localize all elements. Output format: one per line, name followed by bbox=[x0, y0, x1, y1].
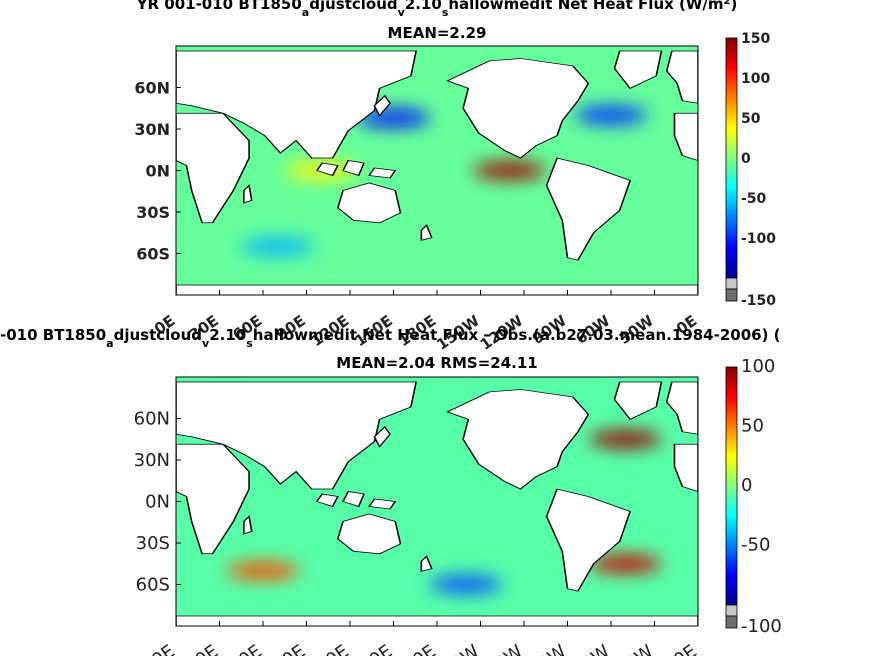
chart1-feature-4 bbox=[356, 109, 431, 127]
chart2-feature-2 bbox=[588, 555, 663, 573]
chart1-lat-label: 30N bbox=[134, 120, 170, 139]
chart1-lat-label: 0N bbox=[145, 162, 170, 181]
chart1-colorbar bbox=[725, 37, 738, 279]
chart2-lon-label: 150E bbox=[347, 641, 397, 656]
chart2-colorbar bbox=[725, 366, 738, 606]
chart1-feature-0 bbox=[472, 161, 547, 180]
chart1-colorbar-label: 150 bbox=[741, 31, 770, 47]
chart1-colorbar-label: 0 bbox=[741, 151, 751, 167]
chart2-lon-label: 0E bbox=[148, 641, 179, 656]
chart2-lon-label: 150W bbox=[429, 641, 484, 656]
chart2-lon-label: 90E bbox=[269, 641, 309, 656]
chart1-colorbar-label: -150 bbox=[741, 293, 776, 309]
chart2-lon-label: 180E bbox=[390, 641, 440, 656]
chart2-lat-label: 0N bbox=[145, 492, 170, 513]
chart1-map bbox=[176, 46, 698, 295]
chart1-colorbar-label: 50 bbox=[741, 111, 761, 127]
chart2-lat-ticks: 60N 30N 0N 30S 60S bbox=[134, 409, 181, 596]
chart1-lat-ticks: 60N 30N 0N 30S 60S bbox=[134, 79, 181, 264]
chart2-colorbar-label: 100 bbox=[741, 356, 775, 377]
chart2-colorbar-label: 0 bbox=[741, 475, 752, 496]
chart2-colorbar-under bbox=[725, 604, 738, 617]
chart2-colorbar-label: 50 bbox=[741, 416, 764, 437]
chart2-lat-label: 60S bbox=[136, 575, 170, 596]
chart2-colorbar-ticks: 100 50 0 -50 -100 bbox=[741, 356, 782, 637]
chart1-title: YR 001-010 BT1850adjustcloudv2.10shallow… bbox=[136, 0, 738, 19]
chart2-lon-label: 60E bbox=[226, 641, 266, 656]
chart1-colorbar-label: -100 bbox=[741, 231, 776, 247]
chart1-lat-label: 60S bbox=[136, 245, 170, 264]
chart1-subtitle: MEAN=2.29 bbox=[388, 24, 487, 42]
chart1-lat-label: 30S bbox=[136, 203, 170, 222]
chart2-lat-label: 30N bbox=[134, 450, 170, 471]
chart1-feature-3 bbox=[574, 106, 648, 124]
chart1-colorbar-under bbox=[725, 277, 738, 290]
chart1-colorbar-label: -50 bbox=[741, 191, 767, 207]
chart2-lon-label: 90W bbox=[525, 641, 571, 656]
chart2-lat-label: 30S bbox=[136, 533, 170, 554]
chart1-colorbar-missing bbox=[725, 288, 738, 302]
chart2-lon-label: 30W bbox=[612, 641, 658, 656]
chart2-colorbar-label: -100 bbox=[741, 616, 782, 637]
chart1-colorbar-label: 100 bbox=[741, 71, 770, 87]
chart2-lon-label: 120E bbox=[303, 641, 353, 656]
chart1-feature-2 bbox=[240, 237, 315, 256]
chart2-lon-label: 0E bbox=[670, 641, 701, 656]
chart2-lon-label: 30E bbox=[182, 641, 222, 656]
chart1-colorbar-ticks: 150 100 50 0 -50 -100 -150 bbox=[741, 31, 776, 309]
chart2-feature-1 bbox=[588, 430, 663, 448]
chart2-title: -010 BT1850adjustcloudv2.10shallowmedit … bbox=[0, 326, 781, 350]
chart2-lon-label: 120W bbox=[472, 641, 527, 656]
chart2-lat-label: 60N bbox=[134, 409, 170, 430]
chart2-colorbar-label: -50 bbox=[741, 535, 770, 556]
chart2-feature-4 bbox=[429, 575, 503, 594]
chart2-lon-label: 60W bbox=[568, 641, 614, 656]
chart2-map bbox=[176, 377, 698, 626]
chart1-lat-label: 60N bbox=[134, 79, 170, 98]
chart2-feature-3 bbox=[226, 561, 300, 580]
chart2-subtitle: MEAN=2.04 RMS=24.11 bbox=[336, 354, 537, 372]
chart2-colorbar-missing bbox=[725, 615, 738, 629]
